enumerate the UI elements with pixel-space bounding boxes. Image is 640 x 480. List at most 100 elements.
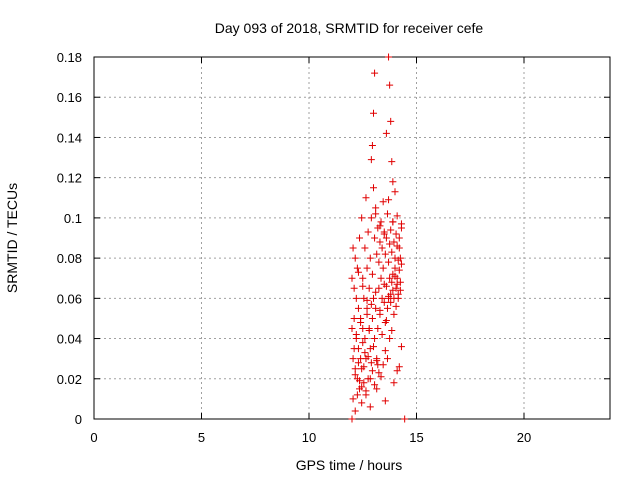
data-point bbox=[363, 304, 371, 312]
data-point bbox=[395, 266, 403, 274]
data-point bbox=[368, 314, 376, 322]
data-point bbox=[351, 371, 359, 379]
data-point bbox=[367, 214, 375, 222]
data-point bbox=[372, 304, 380, 312]
y-axis-label: SRMTID / TECUs bbox=[4, 183, 20, 293]
data-point bbox=[349, 244, 357, 252]
data-point bbox=[379, 198, 387, 206]
data-point bbox=[385, 53, 393, 61]
data-point bbox=[352, 331, 360, 339]
data-point bbox=[388, 158, 396, 166]
data-point bbox=[362, 194, 370, 202]
data-point bbox=[389, 218, 397, 226]
y-tick-label: 0 bbox=[75, 412, 82, 427]
data-point bbox=[349, 395, 357, 403]
data-point bbox=[401, 415, 409, 423]
data-point bbox=[375, 284, 383, 292]
data-point bbox=[360, 379, 368, 387]
data-point bbox=[381, 347, 389, 355]
data-point bbox=[391, 272, 399, 280]
data-point bbox=[392, 302, 400, 310]
data-point bbox=[366, 254, 374, 262]
data-point bbox=[356, 234, 364, 242]
data-point bbox=[378, 244, 386, 252]
y-tick-label: 0.04 bbox=[57, 332, 82, 347]
data-point bbox=[385, 196, 393, 204]
data-point bbox=[371, 381, 379, 389]
data-point bbox=[351, 407, 359, 415]
data-point bbox=[395, 234, 403, 242]
data-point bbox=[373, 385, 381, 393]
data-point bbox=[359, 282, 367, 290]
data-point bbox=[386, 240, 394, 248]
data-point bbox=[361, 244, 369, 252]
data-point bbox=[393, 212, 401, 220]
data-point bbox=[368, 367, 376, 375]
y-tick-label: 0.14 bbox=[57, 130, 82, 145]
data-point bbox=[372, 204, 380, 212]
data-point bbox=[353, 264, 361, 272]
data-point bbox=[362, 391, 370, 399]
data-point bbox=[367, 300, 375, 308]
data-point bbox=[348, 274, 356, 282]
data-point bbox=[370, 343, 377, 351]
data-point bbox=[363, 264, 371, 272]
data-point bbox=[353, 391, 361, 399]
data-point bbox=[365, 284, 373, 292]
data-point bbox=[393, 367, 401, 375]
data-point bbox=[371, 234, 379, 242]
y-tick-label: 0.02 bbox=[57, 372, 82, 387]
data-point bbox=[368, 270, 376, 278]
data-point bbox=[397, 220, 405, 228]
data-point bbox=[392, 230, 400, 238]
x-tick-label: 10 bbox=[302, 430, 316, 445]
y-tick-label: 0.12 bbox=[57, 171, 82, 186]
data-point bbox=[382, 316, 390, 324]
plot-frame bbox=[93, 56, 611, 420]
data-point bbox=[359, 325, 367, 332]
data-point bbox=[359, 339, 367, 347]
data-point bbox=[388, 248, 396, 256]
data-point bbox=[387, 117, 395, 125]
x-axis-label: GPS time / hours bbox=[296, 457, 403, 473]
data-point bbox=[350, 314, 358, 322]
data-point bbox=[390, 238, 398, 246]
y-tick-labels: 0 0.02 0.04 0.06 0.08 0.1 0.12 0.14 0.16 0.18 bbox=[57, 50, 82, 427]
data-point bbox=[367, 359, 375, 367]
data-point bbox=[351, 365, 359, 373]
data-point bbox=[386, 335, 394, 343]
data-point bbox=[385, 258, 393, 266]
data-point bbox=[352, 294, 360, 302]
data-point bbox=[378, 294, 386, 302]
data-point bbox=[380, 228, 388, 236]
x-tick-label: 15 bbox=[409, 430, 423, 445]
data-points bbox=[348, 53, 409, 423]
data-point bbox=[363, 296, 371, 304]
data-point bbox=[379, 361, 387, 369]
data-point bbox=[390, 310, 398, 318]
data-point bbox=[372, 288, 380, 296]
y-tick-label: 0.1 bbox=[64, 211, 82, 226]
data-point bbox=[383, 304, 391, 312]
y-tick-label: 0.08 bbox=[57, 251, 82, 266]
y-tick-label: 0.06 bbox=[57, 291, 82, 306]
data-point bbox=[368, 141, 376, 149]
data-point bbox=[376, 238, 384, 246]
data-point bbox=[370, 184, 377, 192]
data-point bbox=[378, 331, 386, 339]
data-point bbox=[376, 306, 384, 314]
grid-lines bbox=[94, 57, 610, 419]
y-tick-label: 0.18 bbox=[57, 50, 82, 65]
data-point bbox=[396, 254, 404, 262]
data-point bbox=[370, 109, 377, 117]
data-point bbox=[365, 327, 373, 335]
data-point bbox=[376, 222, 384, 230]
data-point bbox=[371, 69, 379, 77]
data-point bbox=[366, 375, 374, 383]
data-point bbox=[359, 274, 367, 282]
data-point bbox=[385, 292, 393, 300]
data-point bbox=[381, 397, 389, 405]
data-point bbox=[375, 369, 383, 377]
x-tick-labels: 0 5 10 15 20 bbox=[90, 430, 531, 445]
data-point bbox=[389, 178, 397, 186]
